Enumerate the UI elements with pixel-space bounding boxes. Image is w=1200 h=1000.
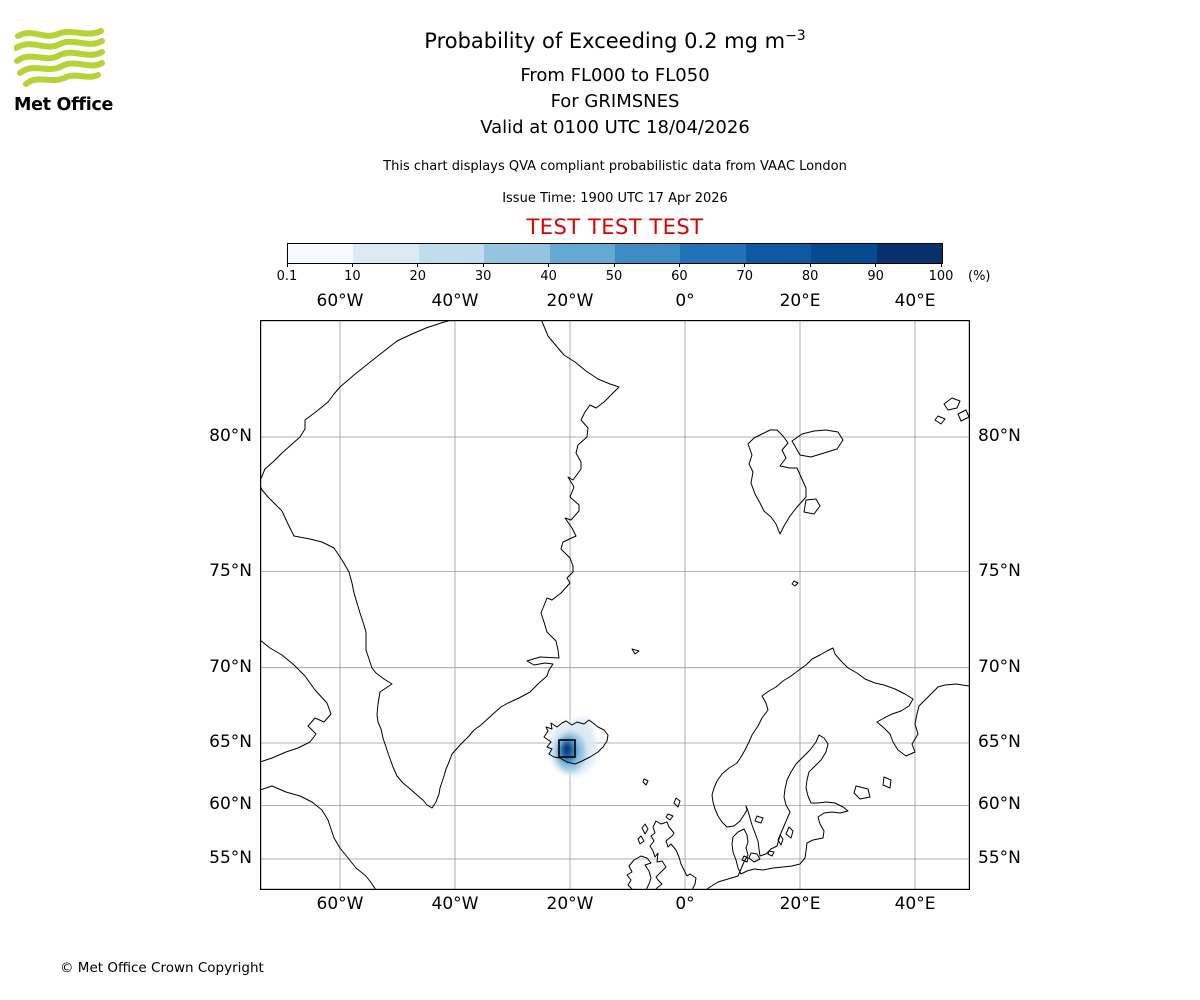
lake-ladoga — [853, 785, 871, 800]
coastline-svalbard-spitsbergen — [747, 429, 807, 535]
met-office-logo-waves — [13, 28, 105, 87]
colorbar-tick-label: 60 — [671, 269, 688, 284]
latitude-label: 80°N — [978, 426, 1021, 446]
latitude-label: 75°N — [978, 560, 1021, 581]
colorbar-tick — [809, 263, 811, 267]
longitude-label: 20°E — [779, 291, 821, 311]
lake-onega — [882, 776, 892, 789]
latitude-label: 75°N — [209, 560, 252, 581]
colorbar-segment — [876, 244, 943, 263]
coastline-danish-islands — [741, 850, 775, 863]
colorbar-tick-label: 0.1 — [276, 269, 298, 284]
map-svg — [260, 320, 970, 890]
source-location-marker — [558, 739, 576, 758]
colorbar-segment — [549, 244, 616, 263]
qva-compliance-note: This chart displays QVA compliant probab… — [383, 159, 847, 174]
longitude-label: 40°E — [894, 894, 936, 914]
copyright-notice: © Met Office Crown Copyright — [60, 960, 264, 976]
colorbar-tick-label: 70 — [736, 269, 754, 284]
latitude-label: 70°N — [209, 656, 252, 677]
longitude-label: 40°W — [431, 894, 479, 914]
coastline-baffin-island — [260, 639, 332, 763]
page-title: Probability of Exceeding 0.2 mg m−3 — [30, 28, 1200, 53]
coastline-greenland — [260, 320, 620, 809]
colorbar-segment — [288, 244, 354, 263]
coastline-hebrides — [637, 823, 649, 845]
coastline-jan-mayen — [631, 648, 640, 655]
latitude-label: 55°N — [978, 848, 1021, 868]
coastline-svalbard-edgeoya — [803, 498, 821, 515]
colorbar-tick-label: 80 — [801, 269, 819, 284]
subtitle-valid-time: Valid at 0100 UTC 18/04/2026 — [480, 117, 750, 138]
coastline-svalbard-nordaustlandet — [791, 429, 844, 458]
coastline-labrador — [260, 785, 377, 890]
subtitle-location: For GRIMSNES — [550, 91, 680, 112]
colorbar-tick-label: 50 — [605, 269, 623, 284]
colorbar-segment — [484, 244, 550, 263]
coastline-ireland — [626, 855, 652, 890]
colorbar-segment — [811, 244, 877, 263]
coastline-shetland — [673, 797, 681, 808]
colorbar-tick — [286, 263, 288, 267]
latitude-label: 80°N — [209, 426, 252, 446]
longitude-label: 0° — [675, 894, 695, 914]
colorbar-segment — [745, 244, 812, 263]
met-office-logo: Met Office — [13, 26, 114, 115]
colorbar-segment — [353, 244, 419, 263]
met-office-logo-text: Met Office — [14, 95, 114, 115]
colorbar-tick-label: 100 — [928, 269, 954, 284]
colorbar-tick — [613, 263, 615, 267]
colorbar-tick-label: 40 — [540, 269, 557, 284]
latitude-label: 55°N — [209, 848, 252, 868]
colorbar-tick — [548, 263, 550, 267]
longitude-label: 0° — [675, 291, 695, 311]
longitude-label: 60°W — [316, 291, 364, 311]
longitude-label: 20°W — [546, 894, 594, 914]
map-area — [260, 320, 970, 890]
title-main: Probability of Exceeding 0.2 mg m — [424, 29, 786, 53]
longitude-label: 40°E — [894, 291, 936, 311]
latitude-label: 70°N — [978, 656, 1021, 677]
longitude-label: 60°W — [316, 894, 364, 914]
coastline-bear-island — [791, 580, 799, 587]
colorbar-tick — [744, 263, 746, 267]
colorbar-tick — [482, 263, 484, 267]
colorbar-tick — [940, 263, 942, 267]
colorbar-segment — [680, 244, 746, 263]
latitude-label: 65°N — [209, 732, 252, 752]
map-border — [260, 320, 970, 890]
coastline-orkney — [665, 813, 674, 821]
coastline-franz-josef-land — [934, 397, 970, 425]
longitude-label: 40°W — [431, 291, 479, 311]
test-banner: TEST TEST TEST — [526, 215, 704, 239]
grid-lines — [260, 320, 970, 890]
colorbar-tick-label: 30 — [474, 269, 492, 284]
colorbar-tick-label: 90 — [867, 269, 884, 284]
colorbar-segment — [418, 244, 485, 263]
longitude-label: 20°E — [779, 894, 821, 914]
coastline-iceland — [543, 719, 609, 765]
colorbar-tick — [678, 263, 680, 267]
lake-vanern — [754, 815, 764, 824]
colorbar-tick — [351, 263, 353, 267]
colorbar-tick-label: 10 — [344, 269, 361, 284]
subtitle-flight-levels: From FL000 to FL050 — [520, 65, 710, 86]
ash-probability-contours — [549, 717, 597, 776]
coastline-gotland-oland — [777, 826, 794, 846]
longitude-label: 20°W — [546, 291, 594, 311]
colorbar-tick — [875, 263, 877, 267]
colorbar-tick — [417, 263, 419, 267]
probability-colorbar — [287, 243, 943, 264]
title-superscript: −3 — [785, 28, 806, 44]
coastline-faroe-islands — [642, 778, 649, 786]
coastline-scandinavia-russia — [705, 647, 970, 890]
latitude-label: 60°N — [209, 794, 252, 815]
colorbar-segment — [615, 244, 681, 263]
colorbar-tick-label: 20 — [409, 269, 427, 284]
latitude-label: 60°N — [978, 794, 1021, 815]
colorbar-unit-label: (%) — [968, 269, 991, 284]
coastline-great-britain — [649, 820, 697, 890]
issue-time: Issue Time: 1900 UTC 17 Apr 2026 — [502, 191, 728, 206]
latitude-label: 65°N — [978, 732, 1021, 752]
